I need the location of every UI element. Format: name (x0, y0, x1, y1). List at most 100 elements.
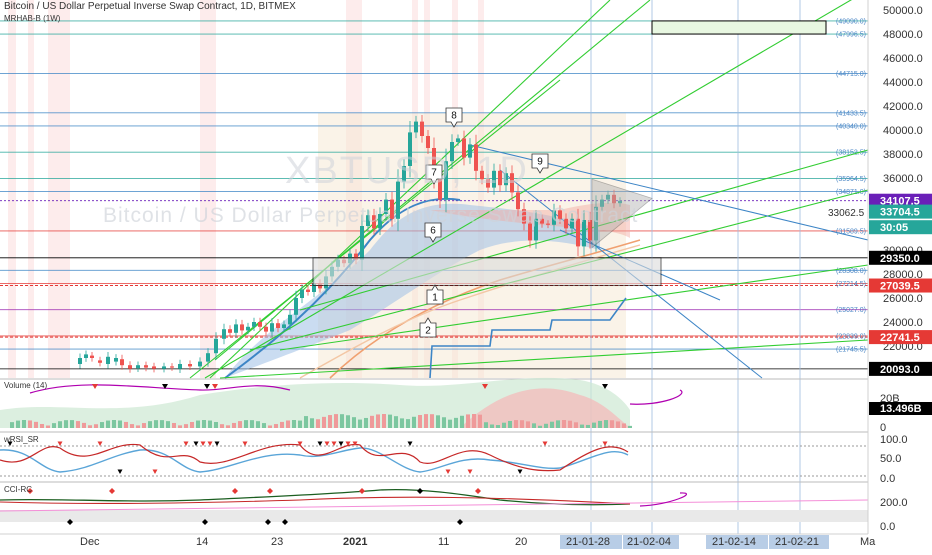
callout-label: 8 (451, 111, 457, 122)
target-box[interactable] (651, 20, 827, 35)
candle-body (552, 210, 556, 225)
callout-marker[interactable]: 2 (419, 317, 437, 338)
level-price-label: (27214.5) (836, 281, 866, 288)
cci-marker (67, 519, 73, 525)
drawings[interactable]: 1 2 6 7 8 9 (312, 20, 827, 338)
volume-bar (76, 421, 80, 428)
price-badge: 30:05 (880, 222, 908, 234)
candle-body (162, 366, 166, 369)
rsi-marker (214, 441, 220, 446)
volume-bar (58, 421, 62, 428)
chart-title: Bitcoin / US Dollar Perpetual Inverse Sw… (4, 1, 296, 12)
candle-body (414, 121, 418, 133)
volume-bar (142, 423, 146, 428)
green-trendline[interactable] (279, 264, 869, 351)
rsi-marker (345, 441, 351, 446)
cci-panel[interactable] (0, 481, 869, 525)
candle-body (214, 338, 218, 354)
volume-bar (172, 422, 176, 428)
callout-marker[interactable]: 7 (425, 164, 443, 185)
green-trendline[interactable] (219, 339, 869, 379)
candle-body (540, 218, 544, 224)
price-badge: 20093.0 (880, 364, 920, 376)
volume-bar (28, 420, 32, 428)
price-badge-bg (869, 361, 932, 376)
date-highlight-bg (623, 535, 679, 549)
time-label-dec: Dec (80, 536, 100, 548)
level-price-label: (22839.0) (836, 333, 866, 340)
callout-shape (425, 164, 443, 185)
candle-body (558, 210, 562, 219)
wrsi-tick-100: 100.0 (880, 434, 908, 446)
candle-body (106, 356, 110, 364)
candle-body (396, 181, 400, 219)
volume-panel[interactable] (0, 377, 868, 428)
trend-lines[interactable] (189, 0, 869, 379)
cci-marker (265, 519, 271, 525)
rsi-marker (242, 441, 248, 446)
triangle-pattern[interactable] (591, 178, 653, 249)
callout-marker[interactable]: 6 (424, 222, 442, 243)
candle-body (450, 142, 454, 162)
blue-step-line (429, 297, 627, 379)
volume-bar (370, 415, 374, 428)
time-label-2021: 2021 (343, 536, 367, 548)
volume-bar (292, 420, 296, 428)
candle-body (240, 324, 244, 331)
volume-bar (598, 420, 602, 428)
candle-body (570, 218, 574, 229)
volume-bar (106, 420, 110, 428)
volume-bar (238, 421, 242, 428)
price-badge: 27039.5 (880, 281, 920, 293)
candle-body (84, 354, 88, 358)
volume-bar (364, 417, 368, 428)
callout-marker[interactable]: 8 (445, 107, 463, 128)
callout-shape (445, 107, 463, 128)
wrsi-panel[interactable] (0, 431, 868, 477)
volume-bar (532, 423, 536, 428)
indicator-label: MRHAB-B (1W) (4, 14, 61, 23)
candle-body (444, 161, 448, 200)
callout-marker[interactable]: 9 (531, 153, 549, 174)
green-trendline[interactable] (204, 0, 868, 379)
cci-marker (202, 519, 208, 525)
support-box[interactable] (312, 257, 662, 287)
volume-bar (70, 420, 74, 428)
candle-body (178, 364, 182, 369)
volume-bar (52, 423, 56, 428)
green-trendline[interactable] (189, 79, 561, 379)
volume-bar (196, 420, 200, 428)
volume-bar (508, 420, 512, 428)
rsi-marker (324, 441, 330, 446)
rsi-marker (338, 441, 344, 446)
volume-bar (214, 422, 218, 428)
wrsi-tick-50: 50.0 (880, 453, 901, 465)
price-tick: 48000.0 (883, 29, 923, 41)
candle-body (534, 218, 538, 241)
volume-bar (436, 415, 440, 428)
time-label-23: 23 (271, 536, 283, 548)
candle-body (264, 326, 268, 332)
callout-shape (424, 222, 442, 243)
volume-bar (268, 425, 272, 428)
candle-body (222, 329, 226, 339)
level-price-label: (21745.5) (836, 347, 866, 354)
green-trendline[interactable] (209, 0, 611, 379)
volume-tick-0: 0 (880, 422, 886, 434)
candle-body (420, 121, 424, 136)
rsi-marker (97, 441, 103, 446)
candle-body (594, 206, 598, 241)
time-label-11: 11 (438, 536, 449, 548)
volume-bar (130, 424, 134, 428)
callout-shape (419, 317, 437, 338)
candle-body (486, 179, 490, 188)
candle-body (288, 314, 292, 325)
price-tick: 36000.0 (883, 173, 923, 185)
callout-marker[interactable]: 1 (426, 284, 444, 305)
candle-body (188, 364, 192, 367)
volume-bar (16, 420, 20, 428)
volume-bar (592, 422, 596, 428)
volume-label: Volume (14) (4, 381, 47, 390)
